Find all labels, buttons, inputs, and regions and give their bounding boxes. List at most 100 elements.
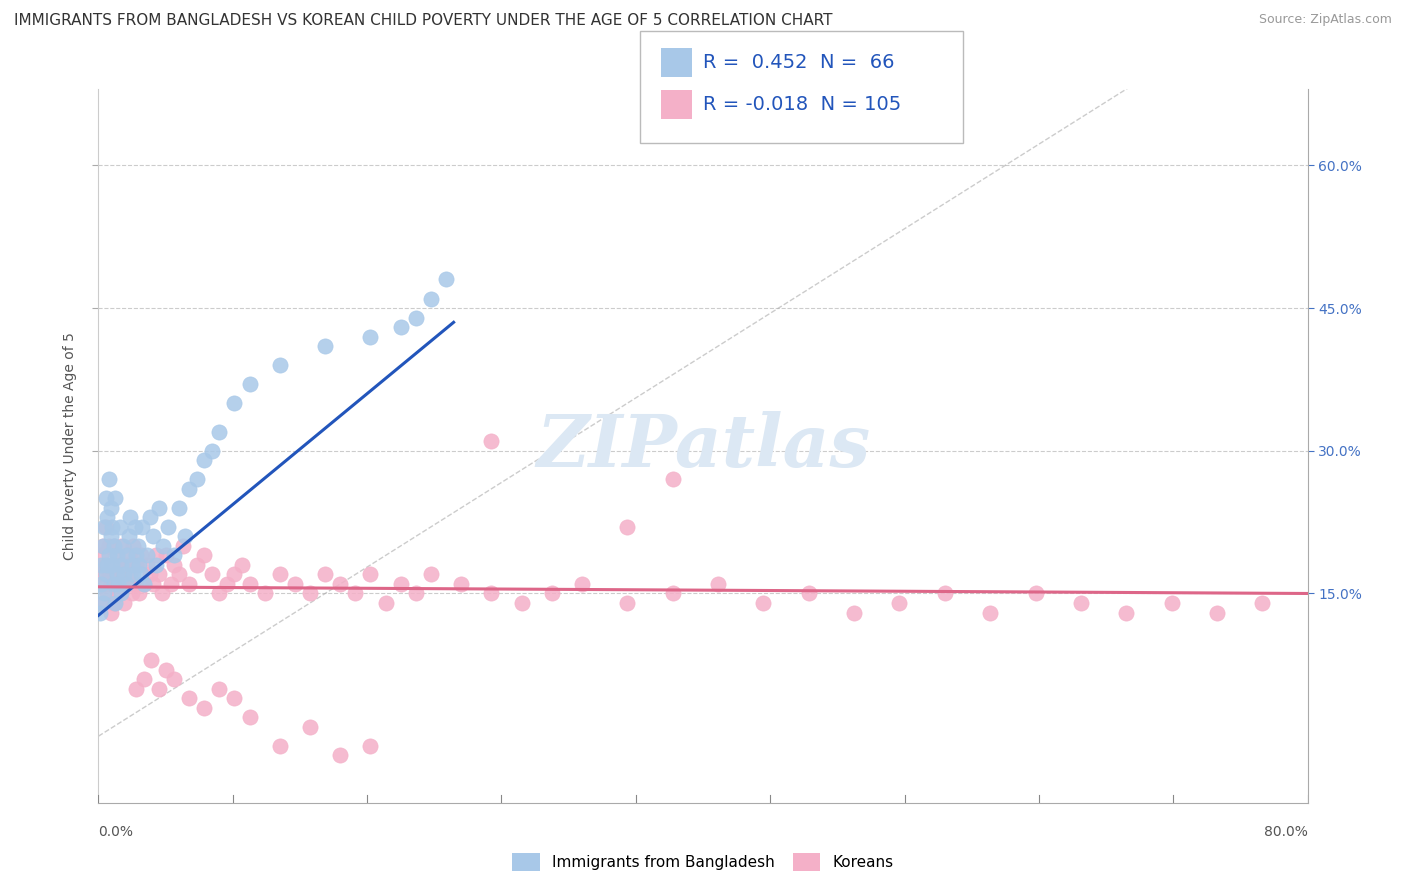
Point bbox=[94, 567, 117, 582]
Point bbox=[389, 577, 412, 591]
Point bbox=[1024, 586, 1046, 600]
Point bbox=[889, 596, 911, 610]
Point bbox=[329, 577, 352, 591]
Point bbox=[299, 720, 322, 734]
Point bbox=[114, 558, 136, 572]
Point bbox=[420, 292, 443, 306]
Point bbox=[405, 310, 427, 325]
Point bbox=[122, 567, 145, 582]
Point bbox=[110, 558, 132, 572]
Point bbox=[105, 577, 128, 591]
Point bbox=[752, 596, 775, 610]
Point bbox=[105, 549, 128, 563]
Point bbox=[145, 558, 167, 572]
Point bbox=[115, 549, 138, 563]
Point bbox=[269, 358, 291, 372]
Point bbox=[269, 739, 291, 753]
Point bbox=[148, 500, 170, 515]
Point bbox=[111, 539, 134, 553]
Point bbox=[110, 577, 132, 591]
Point bbox=[132, 577, 155, 591]
Point bbox=[103, 577, 125, 591]
Point bbox=[100, 577, 122, 591]
Point bbox=[540, 586, 562, 600]
Point bbox=[405, 586, 427, 600]
Point bbox=[481, 586, 503, 600]
Point bbox=[108, 520, 131, 534]
Point bbox=[100, 529, 122, 543]
Point bbox=[172, 539, 194, 553]
Point bbox=[91, 596, 114, 610]
Point bbox=[127, 539, 149, 553]
Point bbox=[91, 539, 114, 553]
Point bbox=[101, 558, 124, 572]
Point bbox=[93, 577, 115, 591]
Legend: Immigrants from Bangladesh, Koreans: Immigrants from Bangladesh, Koreans bbox=[508, 848, 898, 875]
Text: 0.0%: 0.0% bbox=[98, 825, 134, 839]
Point bbox=[112, 596, 135, 610]
Text: IMMIGRANTS FROM BANGLADESH VS KOREAN CHILD POVERTY UNDER THE AGE OF 5 CORRELATIO: IMMIGRANTS FROM BANGLADESH VS KOREAN CHI… bbox=[14, 13, 832, 29]
Point bbox=[707, 577, 730, 591]
Point bbox=[148, 681, 170, 696]
Point bbox=[163, 549, 186, 563]
Point bbox=[193, 700, 215, 714]
Text: R = -0.018  N = 105: R = -0.018 N = 105 bbox=[703, 95, 901, 114]
Point bbox=[179, 577, 201, 591]
Point bbox=[104, 596, 127, 610]
Point bbox=[360, 739, 382, 753]
Point bbox=[344, 586, 367, 600]
Point bbox=[224, 567, 246, 582]
Point bbox=[93, 520, 115, 534]
Point bbox=[1251, 596, 1274, 610]
Point bbox=[91, 596, 114, 610]
Point bbox=[1160, 596, 1182, 610]
Point bbox=[105, 549, 128, 563]
Point bbox=[129, 549, 152, 563]
Point bbox=[934, 586, 956, 600]
Point bbox=[314, 567, 336, 582]
Point bbox=[94, 520, 117, 534]
Point bbox=[1070, 596, 1092, 610]
Point bbox=[253, 586, 276, 600]
Point bbox=[239, 710, 262, 724]
Point bbox=[186, 558, 208, 572]
Point bbox=[94, 491, 117, 506]
Point bbox=[96, 510, 118, 524]
Point bbox=[329, 748, 352, 763]
Point bbox=[193, 549, 215, 563]
Point bbox=[103, 539, 125, 553]
Point bbox=[571, 577, 593, 591]
Point bbox=[120, 510, 142, 524]
Point bbox=[94, 558, 117, 572]
Point bbox=[103, 596, 125, 610]
Point bbox=[239, 577, 262, 591]
Point bbox=[163, 672, 186, 686]
Point bbox=[128, 558, 150, 572]
Point bbox=[389, 320, 412, 334]
Point bbox=[616, 520, 638, 534]
Point bbox=[142, 577, 165, 591]
Point bbox=[179, 482, 201, 496]
Point bbox=[107, 586, 129, 600]
Point bbox=[201, 567, 224, 582]
Point bbox=[155, 549, 177, 563]
Point bbox=[215, 577, 238, 591]
Point bbox=[125, 549, 148, 563]
Point bbox=[132, 672, 155, 686]
Point bbox=[114, 577, 136, 591]
Point bbox=[481, 434, 503, 449]
Point bbox=[121, 558, 143, 572]
Point bbox=[662, 472, 685, 486]
Point bbox=[179, 691, 201, 706]
Point bbox=[1115, 606, 1137, 620]
Point bbox=[155, 663, 177, 677]
Point bbox=[125, 558, 148, 572]
Point bbox=[1206, 606, 1229, 620]
Point bbox=[797, 586, 820, 600]
Point bbox=[662, 586, 685, 600]
Point bbox=[98, 549, 121, 563]
Point bbox=[284, 577, 307, 591]
Point bbox=[120, 567, 142, 582]
Point bbox=[124, 577, 146, 591]
Point bbox=[131, 520, 153, 534]
